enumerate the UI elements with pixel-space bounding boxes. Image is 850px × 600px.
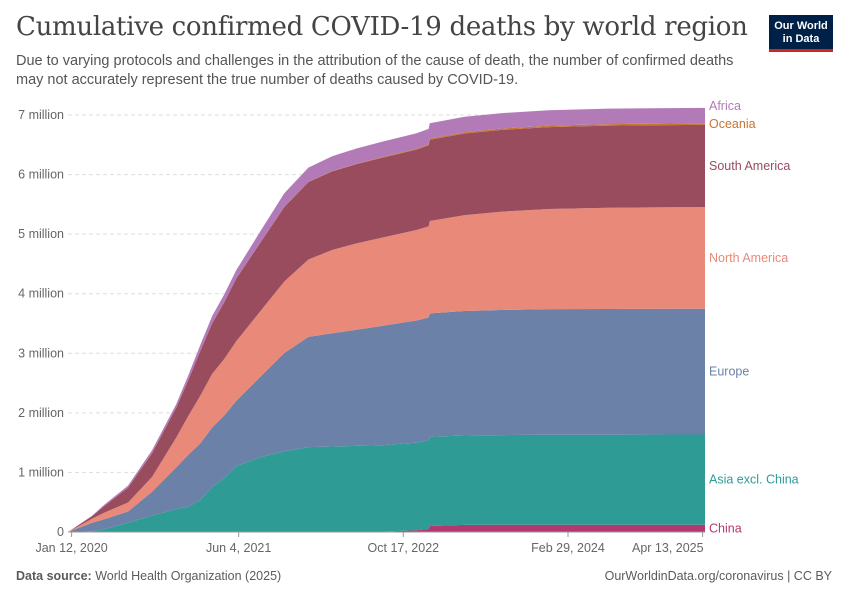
y-tick-label: 6 million	[18, 168, 64, 182]
y-tick-label: 1 million	[18, 465, 64, 479]
logo-line-1: Our World	[774, 20, 828, 32]
legend-label-north-america[interactable]: North America	[709, 251, 788, 265]
y-tick-label: 3 million	[18, 346, 64, 360]
y-tick-label: 2 million	[18, 406, 64, 420]
legend-label-china[interactable]: China	[709, 521, 742, 535]
y-tick-label: 0	[57, 525, 64, 539]
legend-label-africa[interactable]: Africa	[709, 99, 741, 113]
y-tick-label: 5 million	[18, 227, 64, 241]
area-china[interactable]	[68, 524, 705, 532]
stacked-area-chart: 0 1 million 2 million 3 million 4 million 5 m…	[18, 99, 799, 555]
source-url-link[interactable]: OurWorldinData.org/coronavirus | CC BY	[604, 569, 832, 583]
our-world-in-data-logo[interactable]: Our World in Data	[769, 15, 833, 52]
x-tick-label: Oct 17, 2022	[368, 541, 440, 555]
data-source-note: Data source: World Health Organization (…	[16, 569, 281, 583]
legend-label-south-america[interactable]: South America	[709, 159, 790, 173]
y-tick-label: 7 million	[18, 108, 64, 122]
x-tick-label: Jan 12, 2020	[35, 541, 107, 555]
x-tick-label: Feb 29, 2024	[531, 541, 605, 555]
area-europe[interactable]	[68, 308, 705, 532]
x-tick-label: Jun 4, 2021	[206, 541, 271, 555]
x-tick-label: Apr 13, 2025	[632, 541, 704, 555]
legend-label-oceania[interactable]: Oceania	[709, 117, 756, 131]
logo-line-2: in Data	[782, 33, 820, 45]
y-tick-label: 4 million	[18, 287, 64, 301]
legend-label-asia-excl-china[interactable]: Asia excl. China	[709, 473, 799, 487]
data-source-text: World Health Organization (2025)	[95, 569, 282, 583]
legend: China Asia excl. China Europe North America…	[709, 99, 799, 535]
legend-label-europe[interactable]: Europe	[709, 365, 749, 379]
chart-title: Cumulative confirmed COVID-19 deaths by …	[16, 12, 748, 42]
chart-subtitle: Due to varying protocols and challenges …	[16, 53, 734, 88]
area-north-america[interactable]	[68, 207, 705, 532]
area-series-layer	[68, 107, 705, 533]
area-south-america[interactable]	[68, 124, 705, 533]
area-asia-excl-china[interactable]	[68, 434, 705, 533]
axes: 0 1 million 2 million 3 million 4 million 5 m…	[18, 108, 705, 555]
data-source-label: Data source:	[16, 569, 92, 583]
